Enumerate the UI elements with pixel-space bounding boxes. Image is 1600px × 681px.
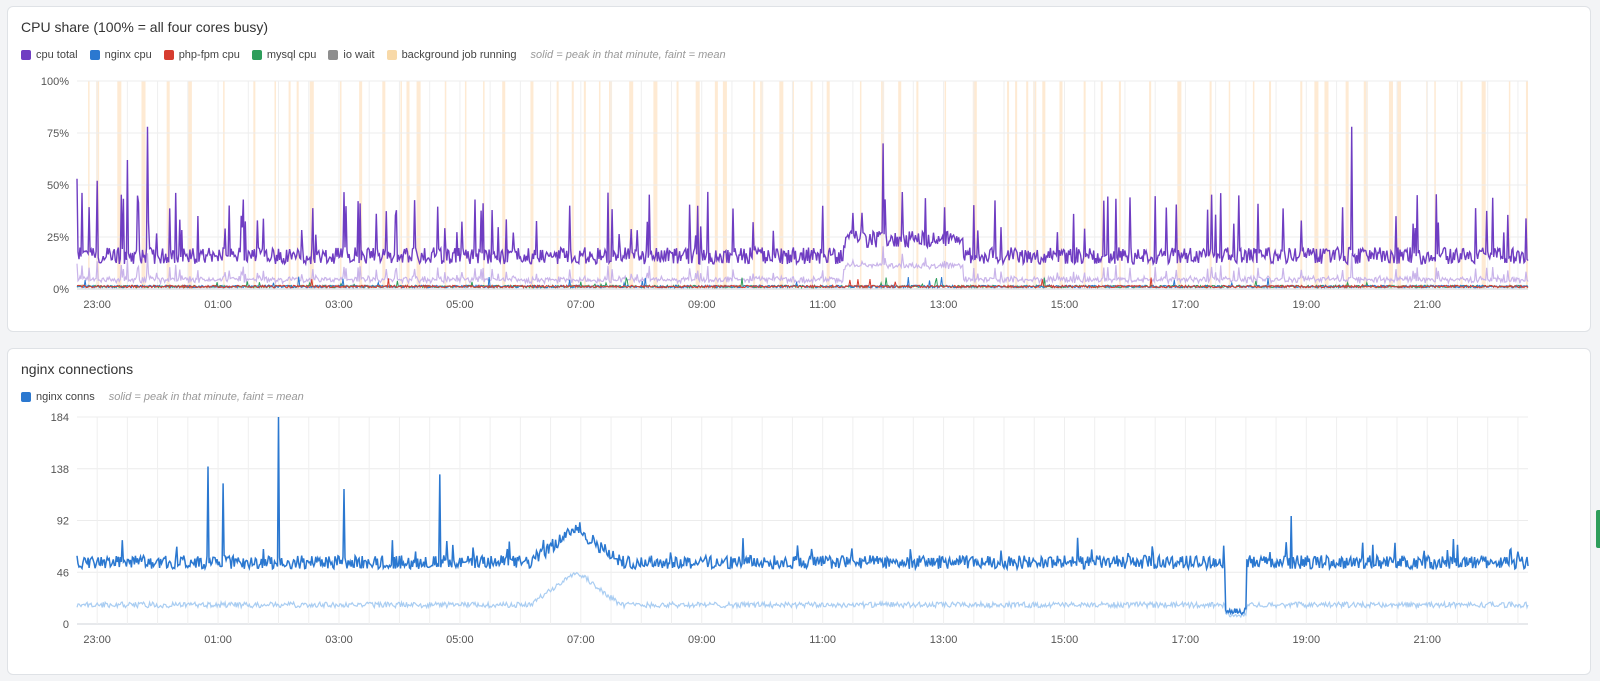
nginx-x-tick-label: 19:00 <box>1293 634 1321 646</box>
nginx-x-tick-label: 21:00 <box>1413 634 1441 646</box>
nginx-x-tick-label: 01:00 <box>204 634 232 646</box>
nginx-chart[interactable]: 0 46 92 138 184 23:00 01:00 03:00 05:00 07:00 09:0… <box>8 349 1592 676</box>
php-fpm-cpu-line <box>76 277 1529 290</box>
nginx-conns-mean-line <box>76 571 1529 619</box>
cpu-panel: CPU share (100% = all four cores busy) c… <box>7 6 1591 332</box>
nginx-conns-peak-line <box>76 416 1529 616</box>
cpu-x-tick-label: 01:00 <box>204 299 232 311</box>
cpu-x-tick-label: 09:00 <box>688 299 716 311</box>
nginx-x-tick-label: 03:00 <box>325 634 353 646</box>
nginx-x-tick-label: 11:00 <box>809 634 836 646</box>
legend-background-job[interactable]: background job running <box>386 49 517 61</box>
nginx-panel: nginx connections nginx conns solid = pe… <box>7 348 1591 675</box>
cpu-x-tick-label: 05:00 <box>446 299 474 311</box>
nginx-x-tick-label: 09:00 <box>688 634 716 646</box>
nginx-x-tick-label: 23:00 <box>83 634 111 646</box>
cpu-x-tick-label: 21:00 <box>1413 299 1441 311</box>
legend-php-fpm-cpu[interactable]: php-fpm cpu <box>163 49 240 61</box>
nginx-chart-title: nginx connections <box>21 361 134 377</box>
cpu-total-peak-line <box>76 126 1529 267</box>
nginx-x-tick-label: 17:00 <box>1172 634 1200 646</box>
nginx-legend-note: solid = peak in that minute, faint = mea… <box>108 391 304 403</box>
nginx-x-tick-label: 05:00 <box>446 634 474 646</box>
nginx-x-tick-label: 13:00 <box>930 634 958 646</box>
cpu-legend-note: solid = peak in that minute, faint = mea… <box>530 49 726 61</box>
legend-cpu-total[interactable]: cpu total <box>21 49 78 61</box>
cpu-x-tick-label: 19:00 <box>1293 299 1321 311</box>
nginx-x-tick-label: 07:00 <box>567 634 595 646</box>
nginx-legend: nginx conns solid = peak in that minute,… <box>21 391 304 403</box>
side-handle[interactable] <box>1596 510 1600 548</box>
cpu-x-tick-label: 11:00 <box>809 299 836 311</box>
nginx-y-tick-label: 138 <box>51 464 69 476</box>
legend-nginx-cpu[interactable]: nginx cpu <box>89 49 152 61</box>
legend-mysql-cpu[interactable]: mysql cpu <box>251 49 316 61</box>
cpu-x-tick-label: 23:00 <box>83 299 111 311</box>
cpu-x-tick-label: 15:00 <box>1051 299 1079 311</box>
cpu-x-tick-label: 13:00 <box>930 299 958 311</box>
legend-io-wait[interactable]: io wait <box>328 49 375 61</box>
nginx-x-tick-label: 15:00 <box>1051 634 1079 646</box>
cpu-y-tick-label: 25% <box>47 232 69 244</box>
nginx-y-tick-label: 184 <box>51 412 69 424</box>
cpu-y-tick-label: 100% <box>41 76 69 88</box>
cpu-legend: cpu total nginx cpu php-fpm cpu mysql cp… <box>21 49 726 61</box>
cpu-x-tick-label: 03:00 <box>325 299 353 311</box>
cpu-y-tick-label: 75% <box>47 128 69 140</box>
legend-nginx-conns[interactable]: nginx conns <box>21 391 95 403</box>
cpu-x-tick-label: 17:00 <box>1172 299 1200 311</box>
cpu-y-tick-label: 50% <box>47 180 69 192</box>
nginx-y-tick-label: 46 <box>57 567 69 579</box>
cpu-total-mean-line <box>76 246 1529 286</box>
cpu-x-tick-label: 07:00 <box>567 299 595 311</box>
nginx-y-tick-label: 92 <box>57 516 69 528</box>
cpu-chart-title: CPU share (100% = all four cores busy) <box>21 19 269 35</box>
cpu-chart[interactable]: 0% 25% 50% 75% 100% 23:00 01:00 03:00 05:00 07:00… <box>8 7 1592 333</box>
nginx-y-tick-label: 0 <box>63 619 69 631</box>
cpu-y-tick-label: 0% <box>53 284 69 296</box>
